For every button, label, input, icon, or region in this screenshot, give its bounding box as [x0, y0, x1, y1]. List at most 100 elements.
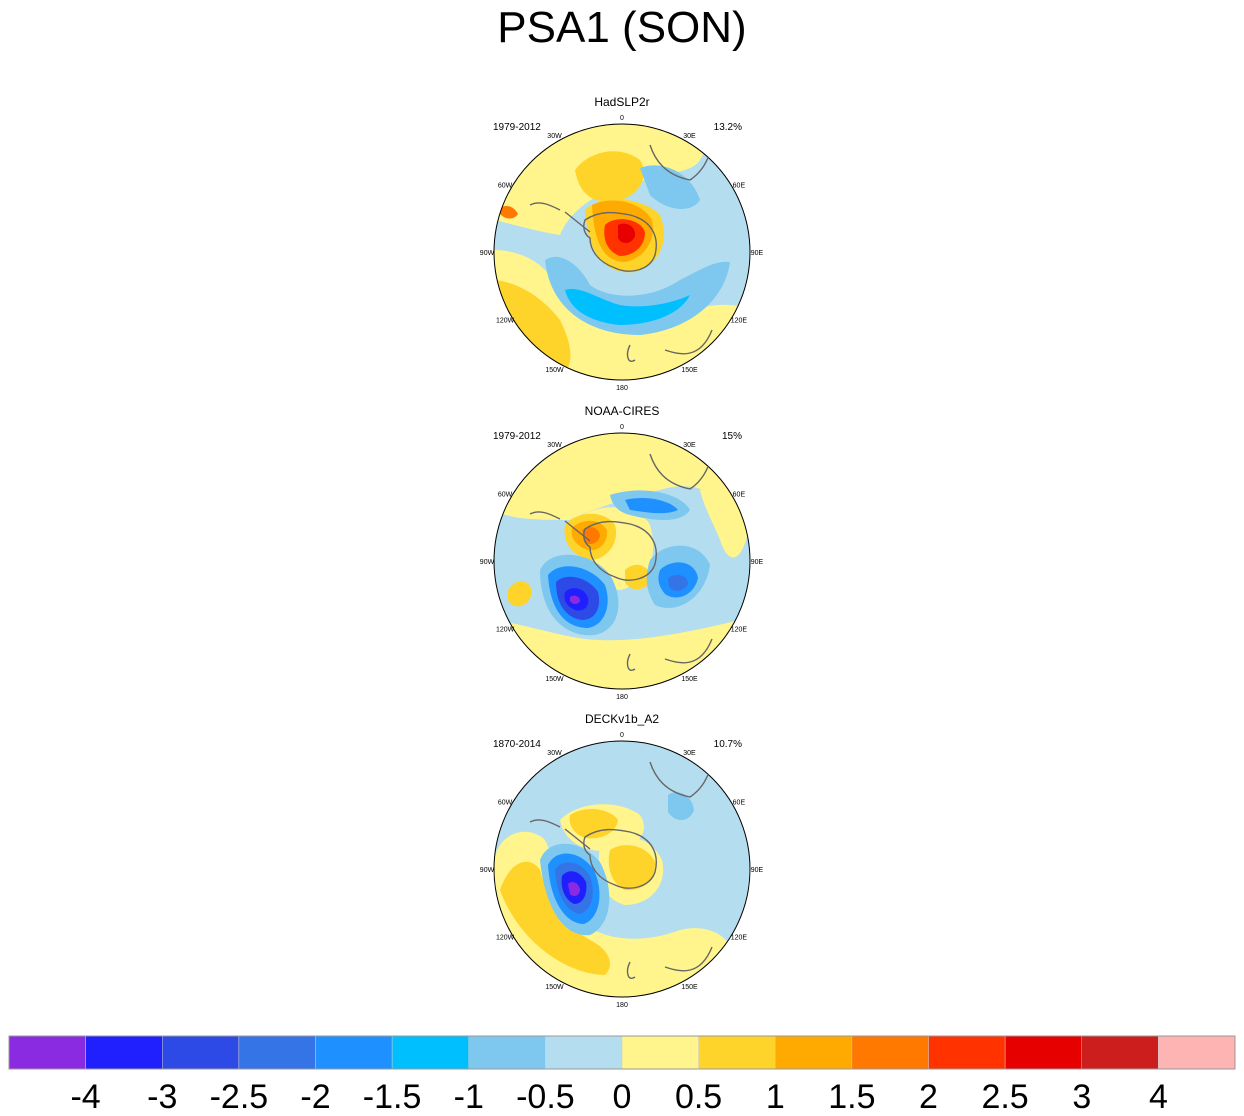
- negative-region: [640, 165, 700, 210]
- longitude-label: 120W: [496, 935, 515, 942]
- longitude-label: 90E: [751, 867, 764, 874]
- longitude-label: 30W: [547, 442, 562, 449]
- longitude-label: 0: [620, 424, 624, 431]
- positive-region: [618, 223, 636, 244]
- positive-region: [608, 845, 656, 891]
- colorbar-tick-label: -0.5: [516, 1078, 575, 1116]
- colorbar-tick-label: 0.5: [675, 1078, 722, 1116]
- colorbar-swatch: [8, 1035, 86, 1070]
- colorbar-tick-label: 1.5: [828, 1078, 875, 1116]
- longitude-label: 150E: [681, 367, 698, 374]
- colorbar-swatch: [391, 1035, 470, 1070]
- panel-deckv1b-a2: DECKv1b_A2 1870-2014 10.7%: [493, 712, 751, 998]
- longitude-label: 150W: [545, 676, 564, 683]
- negative-region: [565, 288, 690, 325]
- colorbar-border: [8, 1035, 1236, 1070]
- colorbar-swatch: [1081, 1035, 1159, 1070]
- longitude-label: 30E: [683, 133, 696, 140]
- coastlines: [529, 438, 713, 671]
- panel-period: 1979-2012: [493, 122, 541, 133]
- positive-region: [569, 808, 618, 839]
- panel-variance: 15%: [722, 431, 742, 442]
- longitude-label: 120E: [731, 318, 748, 325]
- longitude-label: 30E: [683, 442, 696, 449]
- longitude-label: 180: [616, 694, 628, 701]
- colorbar-tick-label: -2: [300, 1078, 330, 1116]
- contour-field: [494, 124, 750, 380]
- colorbar-swatch: [468, 1035, 546, 1070]
- colorbar-tick-label: -2.5: [210, 1078, 269, 1116]
- longitude-label: 90E: [751, 559, 764, 566]
- longitude-label: 180: [616, 385, 628, 392]
- colorbar-tick-label: -1: [454, 1078, 484, 1116]
- longitude-label: 120W: [496, 318, 515, 325]
- panel-title: HadSLP2r: [594, 95, 649, 109]
- longitude-label: 120W: [496, 627, 515, 634]
- figure-title: PSA1 (SON): [497, 3, 746, 52]
- longitude-label: 180: [616, 1002, 628, 1009]
- positive-region: [582, 527, 600, 544]
- colorbar-swatch: [698, 1035, 776, 1070]
- colorbar-swatch: [85, 1035, 163, 1070]
- longitude-label: 150W: [545, 367, 564, 374]
- colorbar-swatch: [621, 1035, 699, 1070]
- panel-variance: 10.7%: [714, 739, 742, 750]
- positive-region: [500, 206, 518, 219]
- colorbar: -4 -3 -2.5 -2 -1.5 -1 -0.5 0 0.5 1 1.5 2 2.5 3 4: [8, 1035, 1236, 1116]
- coastlines: [529, 746, 713, 979]
- longitude-label: 60E: [733, 492, 746, 499]
- positive-region: [625, 564, 652, 590]
- longitude-label: 150W: [545, 984, 564, 991]
- panel-period: 1870-2014: [493, 739, 541, 750]
- longitude-label: 90E: [751, 250, 764, 257]
- negative-region: [625, 498, 678, 514]
- contour-field: [494, 433, 750, 689]
- negative-region: [668, 792, 694, 821]
- negative-region: [668, 574, 688, 591]
- longitude-label: 120E: [731, 935, 748, 942]
- map-border: [493, 432, 751, 690]
- positive-region: [500, 861, 610, 975]
- longitude-label: 150E: [681, 984, 698, 991]
- colorbar-tick-label: 4: [1149, 1078, 1168, 1116]
- colorbar-tick-label: -3: [147, 1078, 177, 1116]
- positive-region: [575, 151, 644, 202]
- colorbar-swatch: [315, 1035, 393, 1070]
- colorbar-swatch: [162, 1035, 240, 1070]
- panel-variance: 13.2%: [714, 122, 742, 133]
- colorbar-swatch: [1158, 1035, 1236, 1070]
- contour-field: [494, 741, 750, 997]
- longitude-label: 30E: [683, 750, 696, 757]
- colorbar-tick-label: 3: [1072, 1078, 1091, 1116]
- longitude-label: 150E: [681, 676, 698, 683]
- longitude-label: 90W: [480, 559, 495, 566]
- longitude-label: 90W: [480, 867, 495, 874]
- colorbar-swatch: [928, 1035, 1006, 1070]
- colorbar-swatch: [238, 1035, 316, 1070]
- map-border: [493, 123, 751, 381]
- longitude-label: 60E: [733, 800, 746, 807]
- colorbar-tick-label: 2: [919, 1078, 938, 1116]
- colorbar-tick-label: 2.5: [981, 1078, 1028, 1116]
- colorbar-swatch: [851, 1035, 929, 1070]
- colorbar-tick-label: -1.5: [363, 1078, 422, 1116]
- longitude-label: 60E: [733, 183, 746, 190]
- longitude-labels: 0 30E 60E 90E 120E 150E 180 150W 120W 90W 60W 30W 0 3…: [480, 115, 764, 1009]
- longitude-label: 0: [620, 732, 624, 739]
- longitude-label: 30W: [547, 133, 562, 140]
- longitude-label: 30W: [547, 750, 562, 757]
- positive-region: [508, 581, 532, 607]
- panel-period: 1979-2012: [493, 431, 541, 442]
- negative-region: [570, 595, 580, 604]
- longitude-label: 60W: [498, 800, 513, 807]
- map-border: [493, 740, 751, 998]
- colorbar-tick-label: 0: [613, 1078, 632, 1116]
- colorbar-tick-label: -4: [70, 1078, 100, 1116]
- positive-region: [494, 280, 571, 372]
- longitude-label: 60W: [498, 183, 513, 190]
- panel-title: DECKv1b_A2: [585, 712, 659, 726]
- colorbar-swatch: [545, 1035, 623, 1070]
- panel-noaa-cires: NOAA-CIRES 1979-2012 15%: [493, 404, 751, 690]
- negative-region: [568, 881, 580, 897]
- longitude-label: 60W: [498, 492, 513, 499]
